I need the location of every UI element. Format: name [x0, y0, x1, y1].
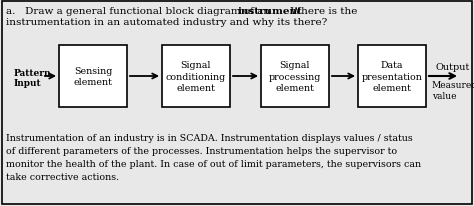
- Text: of different parameters of the processes. Instrumentation helps the supervisor t: of different parameters of the processes…: [6, 146, 397, 155]
- Bar: [358, 46, 426, 108]
- Text: monitor the health of the plant. In case of out of limit parameters, the supervi: monitor the health of the plant. In case…: [6, 159, 421, 168]
- Text: . Where is the: . Where is the: [283, 7, 357, 16]
- Text: Signal
processing
element: Signal processing element: [269, 61, 321, 92]
- Bar: [162, 46, 230, 108]
- Text: Sensing
element: Sensing element: [73, 67, 112, 87]
- FancyBboxPatch shape: [2, 2, 472, 204]
- Text: a.   Draw a general functional block diagram of an: a. Draw a general functional block diagr…: [6, 7, 273, 16]
- Text: Instrumentation of an industry is in SCADA. Instrumentation displays values / st: Instrumentation of an industry is in SCA…: [6, 133, 413, 142]
- Text: take corrective actions.: take corrective actions.: [6, 172, 119, 181]
- Bar: [59, 46, 127, 108]
- Text: Signal
conditioning
element: Signal conditioning element: [166, 61, 226, 92]
- Text: instrument: instrument: [238, 7, 303, 16]
- Text: Measured
value: Measured value: [432, 81, 474, 101]
- Text: Input: Input: [14, 79, 42, 88]
- Text: Pattern: Pattern: [14, 68, 52, 77]
- Text: Data
presentation
element: Data presentation element: [362, 61, 422, 92]
- Bar: [261, 46, 329, 108]
- Text: Output: Output: [436, 62, 470, 71]
- Text: instrumentation in an automated industry and why its there?: instrumentation in an automated industry…: [6, 18, 327, 27]
